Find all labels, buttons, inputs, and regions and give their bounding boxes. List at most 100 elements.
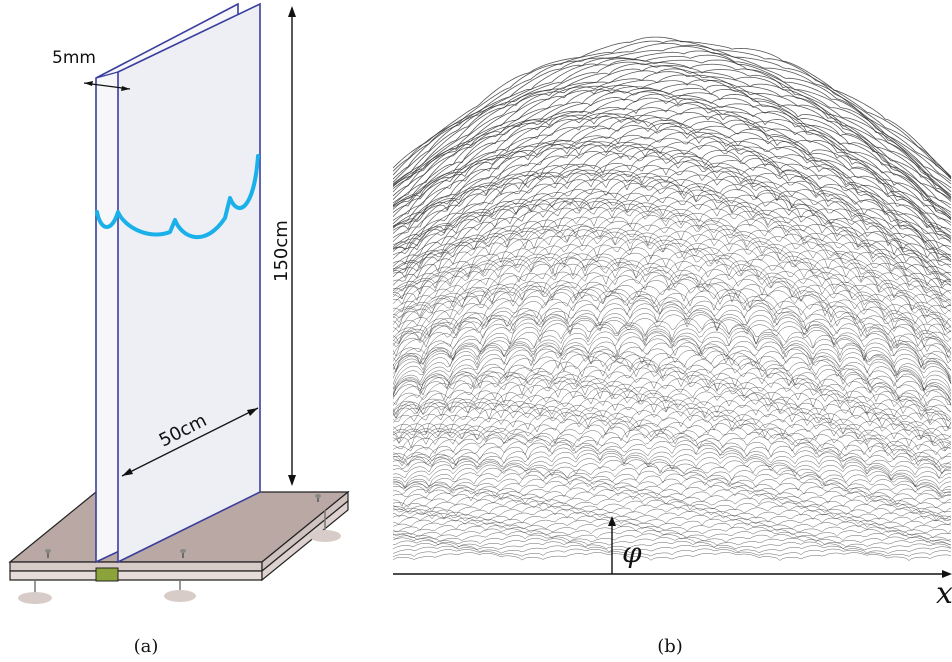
screw-icon (45, 549, 51, 558)
panel-b-front-stack: x φ (393, 36, 952, 611)
front-line-149 (393, 36, 952, 177)
front-line-79 (393, 266, 952, 353)
front-line-17 (393, 489, 952, 514)
front-line-87 (393, 238, 952, 331)
front-line-98 (393, 203, 952, 300)
front-line-97 (393, 206, 952, 303)
front-line-59 (393, 335, 952, 401)
slot-insert (95, 567, 119, 582)
front-line-115 (393, 147, 952, 256)
front-line-86 (393, 241, 952, 329)
front-line-134 (393, 88, 952, 209)
front-line-1 (393, 548, 952, 558)
front-line-81 (393, 259, 952, 342)
front-line-13 (393, 503, 952, 522)
front-line-29 (393, 444, 952, 479)
caption-a: (a) (134, 636, 159, 657)
front-line-55 (393, 350, 952, 416)
front-line-141 (393, 63, 952, 196)
front-line-26 (393, 455, 952, 490)
front-line-120 (393, 128, 952, 240)
front-line-28 (393, 448, 952, 483)
front-line-23 (393, 466, 952, 497)
front-line-88 (393, 236, 952, 323)
front-line-10 (393, 515, 952, 532)
caption-b: (b) (657, 636, 683, 657)
front-line-136 (393, 79, 952, 204)
front-line-66 (393, 310, 952, 385)
front-line-82 (393, 255, 952, 344)
front-line-31 (393, 436, 952, 472)
front-line-53 (393, 358, 952, 419)
base-plate (8, 490, 350, 604)
gap-dimension: 5mm (52, 48, 131, 91)
leveling-foot (164, 580, 196, 602)
front-line-50 (393, 367, 952, 430)
front-line-91 (393, 224, 952, 315)
front-line-57 (393, 342, 952, 406)
front-line-49 (393, 371, 952, 424)
front-line-4 (393, 537, 952, 548)
base-plate-front-layer-1 (9, 561, 263, 572)
front-line-20 (393, 477, 952, 507)
front-line-114 (393, 149, 952, 258)
front-line-52 (393, 361, 952, 422)
front-line-138 (393, 71, 952, 199)
phi-arrowhead (608, 516, 616, 526)
front-line-35 (393, 422, 952, 466)
height-dimension: 150cm (271, 6, 296, 486)
front-line-42 (393, 396, 952, 449)
front-line-148 (393, 40, 952, 178)
front-line-85 (393, 244, 952, 333)
fingering-front-line (95, 154, 260, 240)
front-line-107 (393, 174, 952, 276)
leveling-foot (18, 580, 52, 604)
front-glass-pane (117, 2, 261, 564)
front-line-77 (393, 271, 952, 359)
front-line-27 (393, 452, 952, 488)
front-line-122 (393, 123, 952, 239)
front-line-15 (393, 496, 952, 521)
front-line-24 (393, 462, 952, 495)
front-line-103 (393, 184, 952, 283)
front-line-121 (393, 125, 952, 240)
front-line-64 (393, 318, 952, 390)
front-line-99 (393, 199, 952, 297)
front-line-12 (393, 507, 952, 525)
front-line-119 (393, 132, 952, 242)
front-line-135 (393, 83, 952, 206)
front-line-111 (393, 158, 952, 262)
front-line-142 (393, 61, 952, 192)
front-line-117 (393, 141, 952, 249)
gap-label: 5mm (52, 48, 96, 68)
front-line-32 (393, 433, 952, 475)
front-line-46 (393, 382, 952, 432)
front-line-25 (393, 459, 952, 491)
front-line-124 (393, 118, 952, 234)
front-line-132 (393, 91, 952, 216)
front-line-131 (393, 93, 952, 218)
front-line-2 (393, 545, 952, 554)
phi-label: φ (622, 536, 642, 569)
front-line-139 (393, 68, 952, 199)
front-line-19 (393, 481, 952, 508)
front-line-18 (393, 485, 952, 511)
front-line-105 (393, 179, 952, 286)
front-line-140 (393, 65, 952, 198)
front-line-6 (393, 530, 952, 543)
front-line-72 (393, 290, 952, 373)
front-line-58 (393, 338, 952, 405)
front-line-45 (393, 386, 952, 440)
front-line-147 (393, 42, 952, 179)
front-line-129 (393, 100, 952, 220)
front-line-44 (393, 390, 952, 440)
front-line-102 (393, 187, 952, 283)
front-line-16 (393, 492, 952, 518)
front-line-128 (393, 103, 952, 221)
front-line-60 (393, 332, 952, 406)
front-line-51 (393, 364, 952, 419)
screw-icon (180, 549, 186, 558)
front-line-137 (393, 74, 952, 201)
front-line-41 (393, 400, 952, 445)
front-line-7 (393, 526, 952, 541)
